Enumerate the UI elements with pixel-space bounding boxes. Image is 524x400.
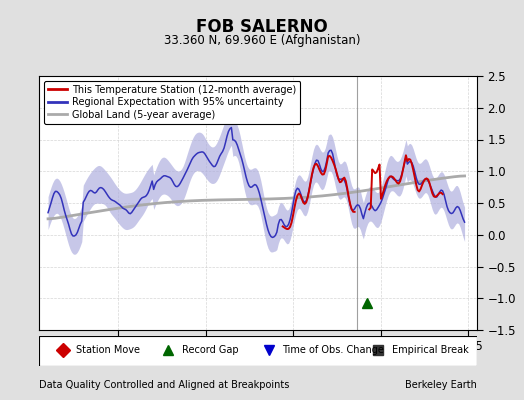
Text: 33.360 N, 69.960 E (Afghanistan): 33.360 N, 69.960 E (Afghanistan) <box>163 34 361 47</box>
Text: Data Quality Controlled and Aligned at Breakpoints: Data Quality Controlled and Aligned at B… <box>39 380 290 390</box>
Text: Berkeley Earth: Berkeley Earth <box>405 380 477 390</box>
Text: Empirical Break: Empirical Break <box>391 345 468 355</box>
Text: Record Gap: Record Gap <box>181 345 238 355</box>
Legend: This Temperature Station (12-month average), Regional Expectation with 95% uncer: This Temperature Station (12-month avera… <box>44 81 300 124</box>
Text: Time of Obs. Change: Time of Obs. Change <box>282 345 384 355</box>
Text: FOB SALERNO: FOB SALERNO <box>196 18 328 36</box>
Text: Station Move: Station Move <box>77 345 140 355</box>
FancyBboxPatch shape <box>39 336 477 366</box>
Y-axis label: Temperature Anomaly (°C): Temperature Anomaly (°C) <box>523 124 524 282</box>
